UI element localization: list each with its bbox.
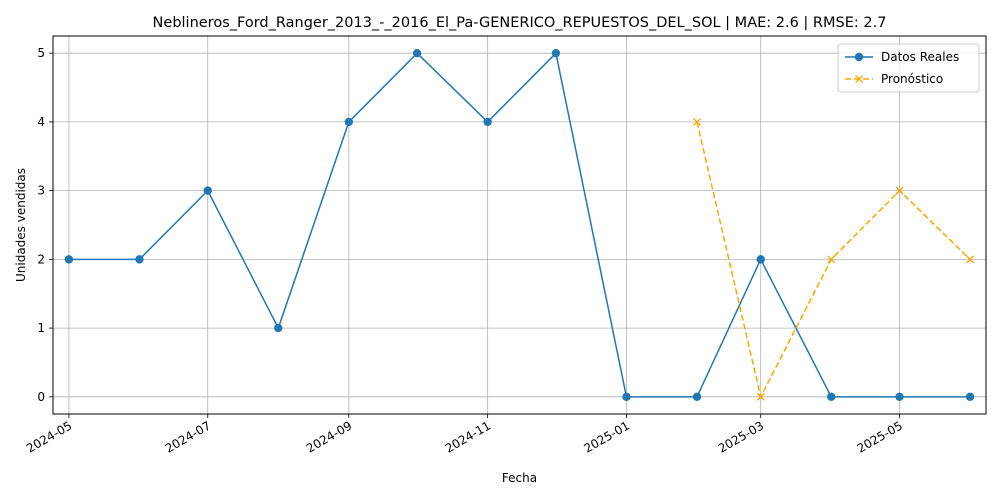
- x-tick-label: 2025-05: [855, 418, 905, 455]
- y-tick-label: 5: [37, 46, 45, 60]
- legend-marker: [855, 75, 863, 83]
- data-point: [274, 323, 283, 333]
- legend-label: Datos Reales: [881, 50, 959, 64]
- data-point: [895, 392, 904, 402]
- data-point: [693, 117, 701, 126]
- y-axis-label: Unidades vendidas: [14, 168, 28, 282]
- x-tick-label: 2025-03: [716, 418, 766, 455]
- data-point: [412, 48, 422, 58]
- data-point: [827, 255, 836, 264]
- x-axis-label: Fecha: [502, 471, 537, 485]
- chart-title: Neblineros_Ford_Ranger_2013_-_2016_El_Pa…: [153, 15, 887, 31]
- x-tick-label: 2025-01: [582, 418, 632, 455]
- data-point: [483, 117, 492, 127]
- data-point: [756, 392, 765, 401]
- data-point: [692, 392, 702, 402]
- data-point: [64, 255, 74, 264]
- data-point: [756, 255, 765, 264]
- legend: Datos Reales Pronóstico: [837, 43, 980, 93]
- data-point: [344, 117, 354, 127]
- series-layer: [64, 48, 975, 402]
- x-tick-label: 2024-07: [163, 418, 213, 455]
- series-datos-reales: [64, 48, 975, 402]
- legend-entry: Datos Reales: [845, 50, 959, 64]
- y-tick-label: 4: [37, 115, 45, 129]
- data-point: [965, 392, 975, 402]
- series-line: [68, 51, 971, 398]
- data-point: [551, 48, 561, 58]
- data-point: [622, 392, 631, 402]
- x-tick-label: 2024-05: [24, 418, 74, 455]
- data-point: [827, 392, 836, 402]
- x-tick-label: 2024-09: [304, 418, 354, 455]
- grid-layer: [53, 36, 986, 414]
- data-point: [203, 186, 212, 195]
- data-point: [966, 255, 975, 264]
- plot-frame: [52, 35, 987, 415]
- data-point: [895, 186, 904, 195]
- series-pronostico: [693, 117, 975, 401]
- legend-marker: [854, 52, 864, 62]
- y-tick-label: 1: [37, 321, 45, 335]
- y-tick-label: 0: [37, 390, 45, 404]
- x-tick-label: 2024-11: [443, 418, 493, 455]
- data-point: [135, 255, 144, 264]
- legend-entry: Pronóstico: [845, 72, 943, 86]
- legend-entries: Datos Reales Pronóstico: [845, 50, 959, 86]
- legend-label: Pronóstico: [881, 72, 943, 86]
- legend-box: [837, 43, 980, 93]
- y-tick-label: 3: [37, 184, 45, 198]
- tick-layer: 2024-05 2024-07 2024-09 2024-11 2025-01 2025-…: [24, 46, 905, 455]
- y-tick-label: 2: [37, 252, 45, 266]
